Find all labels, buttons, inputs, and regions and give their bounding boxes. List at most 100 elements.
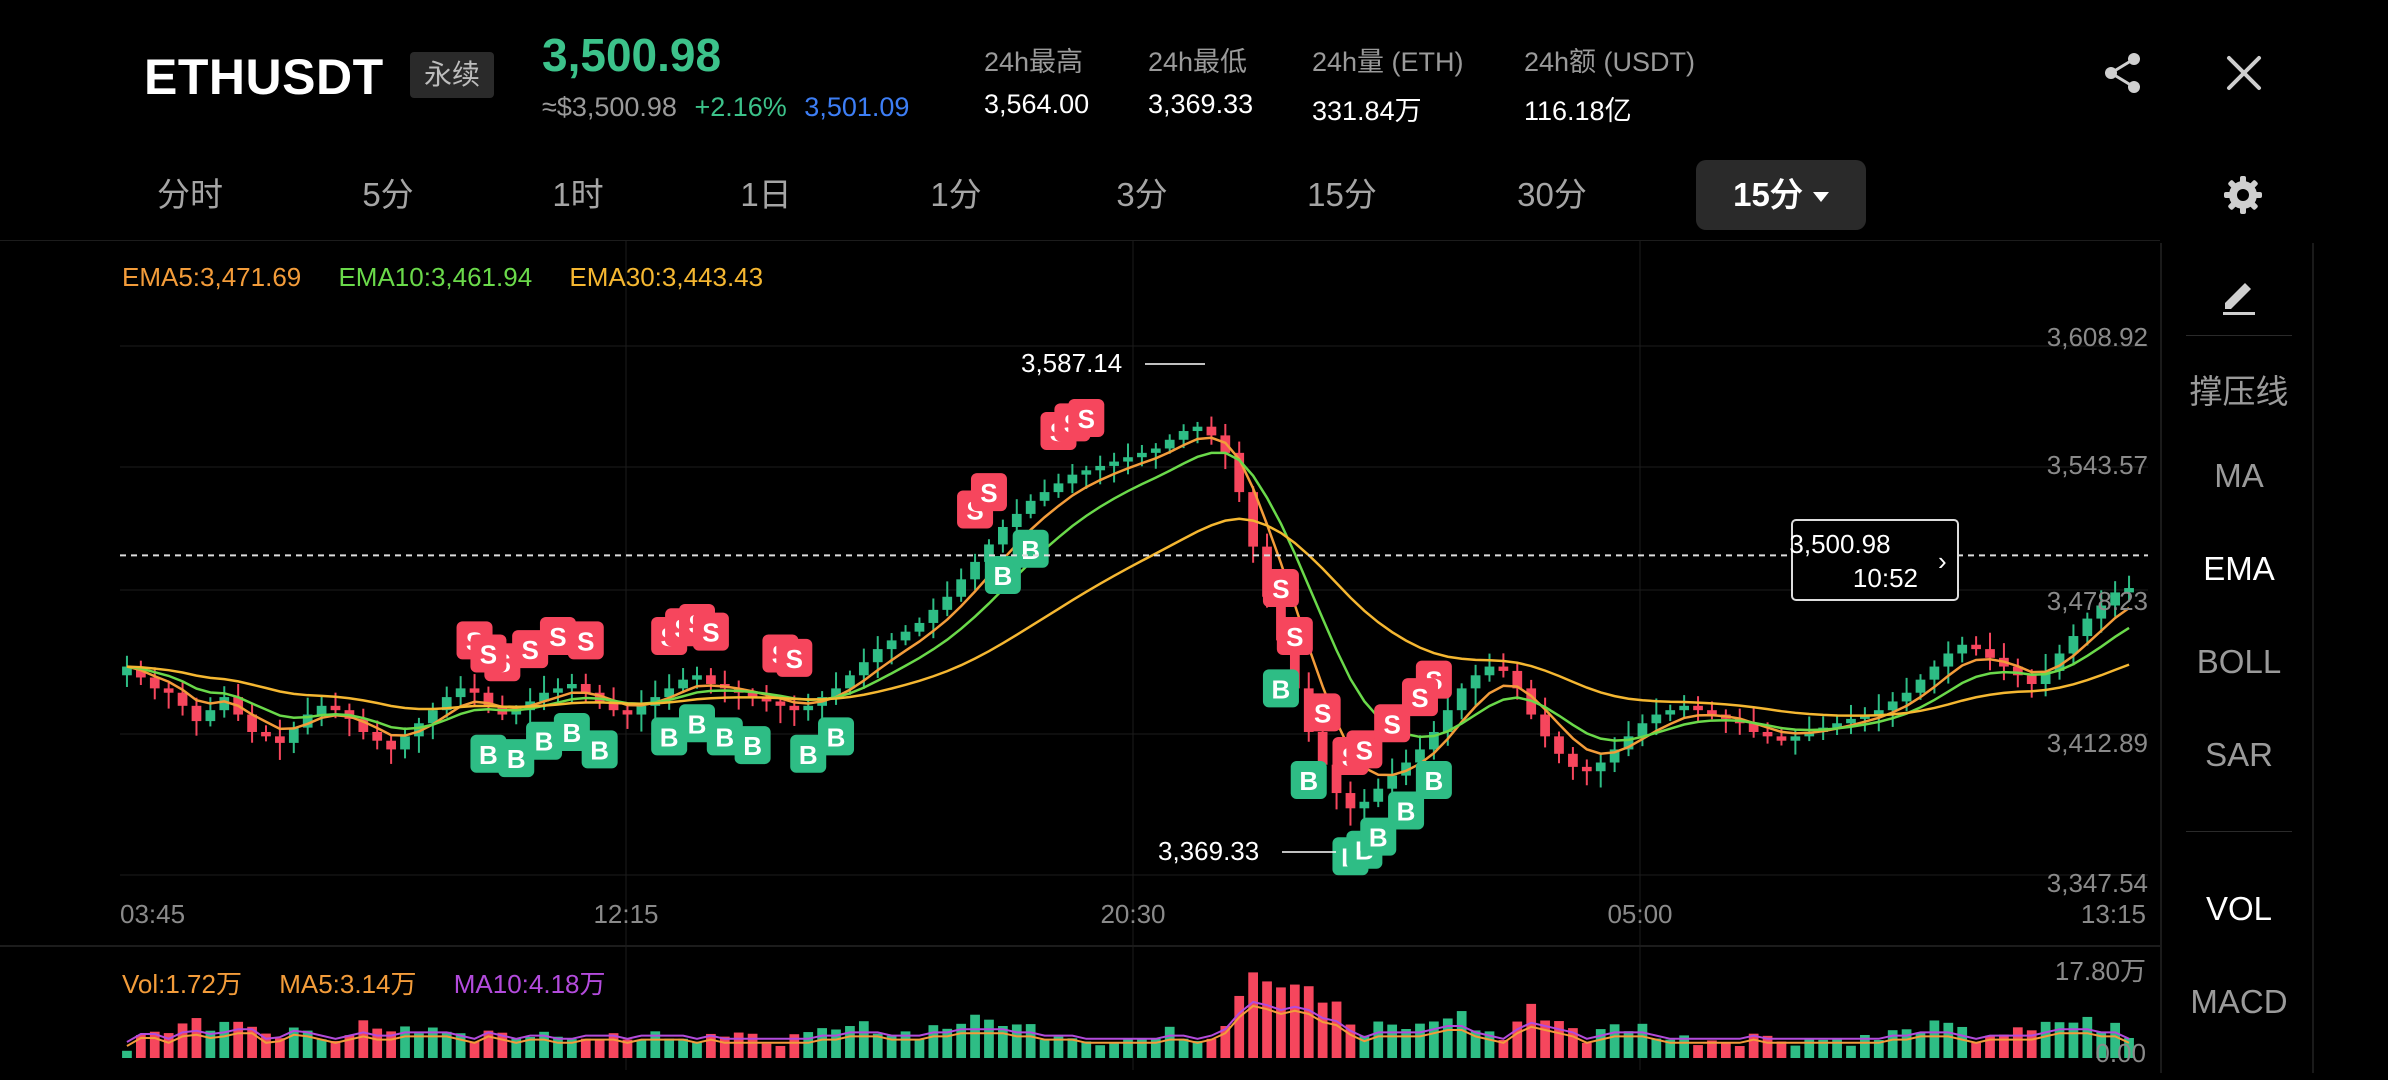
tool-vol[interactable]: VOL [2205,890,2273,927]
candle-body [483,692,494,706]
volume-bar [1109,1042,1119,1058]
close-icon[interactable] [2219,48,2269,98]
marker-text: S [1286,622,1303,652]
volume-bar [1303,986,1314,1058]
tool-sar[interactable]: SAR [2205,736,2273,773]
share-icon[interactable] [2098,48,2148,98]
tab-selected-15m[interactable]: 15分 [1696,160,1866,230]
volume-bar [1748,1033,1759,1058]
sell-marker: S [567,621,604,660]
volume-ma5-value: MA5:3.14万 [279,969,417,999]
candle-body [261,731,271,737]
volume-bar [441,1031,452,1058]
symbol-title[interactable]: ETHUSDT [144,49,384,105]
candle-body [622,710,633,715]
volume-bar [1053,1036,1064,1058]
tab-1d[interactable]: 1日 [740,176,792,213]
tool-macd[interactable]: MACD [2190,983,2288,1020]
marker-badge [1262,569,1299,608]
marker-text: B [660,722,679,752]
candle-body [831,688,841,698]
volume-bar [1720,1042,1731,1058]
candle-body [1985,649,1995,658]
tab-3m[interactable]: 3分 [1116,176,1168,213]
tool-support-resistance[interactable]: 撑压线 [2189,373,2289,410]
marker-badge [539,617,576,656]
current-price-box[interactable]: 3,500.98 10:52 › [1789,519,1959,601]
candle-body [288,727,299,743]
volume-bar [358,1020,369,1058]
volume-bar [1665,1039,1676,1058]
volume-bar [2068,1022,2079,1058]
buy-marker: B [1415,760,1452,799]
candle-countdown: 10:52 [1853,563,1918,593]
volume-value: Vol:1.72万 [122,969,242,999]
candle-body [1011,513,1022,527]
marker-text: S [1272,574,1289,604]
candle-body [469,688,480,693]
tab-1m[interactable]: 1分 [930,176,982,213]
volume-bar [247,1026,257,1058]
last-price: 3,500.98 [542,29,722,81]
candle-body [163,688,174,693]
buy-marker: B [553,712,590,751]
gear-icon[interactable] [2222,174,2264,216]
volume-bar [1609,1024,1620,1058]
buy-marker: B [651,717,688,756]
volume-bar [1331,1001,1342,1058]
trade-markers: SSSSSSBBBBBSSSSBBBBSSBBSSSSSBBSSSBBSSSSS… [456,398,1452,876]
candle-body [427,710,438,724]
marker-text: S [1356,735,1373,765]
marker-badge [678,704,715,743]
marker-badge [1012,529,1049,568]
volume-bar [956,1023,967,1058]
volume-bar [1289,984,1300,1058]
volume-bar [1915,1032,1926,1058]
volume-bar [344,1035,355,1058]
marker-badge [567,621,604,660]
volume-bar [970,1014,980,1058]
volume-bar [1206,1038,1217,1058]
volume-bar [1804,1039,1815,1058]
tool-boll[interactable]: BOLL [2196,643,2282,680]
tool-ma[interactable]: MA [2214,457,2264,494]
volume-bar [580,1038,591,1058]
marker-text: B [715,722,734,752]
tab-5m[interactable]: 5分 [362,176,414,213]
candlestick-chart[interactable]: SSSSSSBBBBBSSSSBBBBSSBBSSSSSBBSSSBBSSSSS… [0,240,2160,1070]
time-axis-label: 20:30 [1100,899,1165,929]
buy-marker: B [984,555,1021,594]
volume-bar [2082,1016,2093,1058]
candle-body [942,596,953,610]
volume-bar [761,1043,772,1058]
volume-bar [900,1031,911,1058]
volume-bar [2054,1022,2065,1058]
tab-1h[interactable]: 1时 [552,176,604,213]
tab-30m[interactable]: 30分 [1517,176,1587,213]
marker-text: S [786,644,803,674]
candle-body [358,718,369,732]
price-sub-row: ≈$3,500.98 +2.16% 3,501.09 [542,92,919,123]
candle-body [1595,762,1606,772]
volume-bar [2012,1027,2023,1058]
volume-bar [719,1036,730,1058]
tab-15m[interactable]: 15分 [1307,176,1377,213]
tab-timeshare[interactable]: 分时 [157,176,223,213]
volume-bar [1985,1035,1995,1058]
stat-label: 24h最低 [1148,47,1248,77]
tool-ema[interactable]: EMA [2203,550,2275,587]
volume-bar [316,1039,327,1058]
volume-bar [636,1039,647,1058]
marker-text: S [1411,683,1428,713]
pencil-icon[interactable] [2217,273,2261,317]
candle-body [219,697,230,711]
volume-bar [1595,1029,1606,1058]
candle-body [664,688,675,698]
volume-bar [1220,1025,1231,1058]
marker-badge [1401,678,1438,717]
sell-marker: S [1304,693,1341,732]
volume-bar [1679,1035,1690,1058]
volume-bar [233,1021,244,1058]
candle-body [1540,714,1550,737]
sell-marker: S [970,473,1007,512]
